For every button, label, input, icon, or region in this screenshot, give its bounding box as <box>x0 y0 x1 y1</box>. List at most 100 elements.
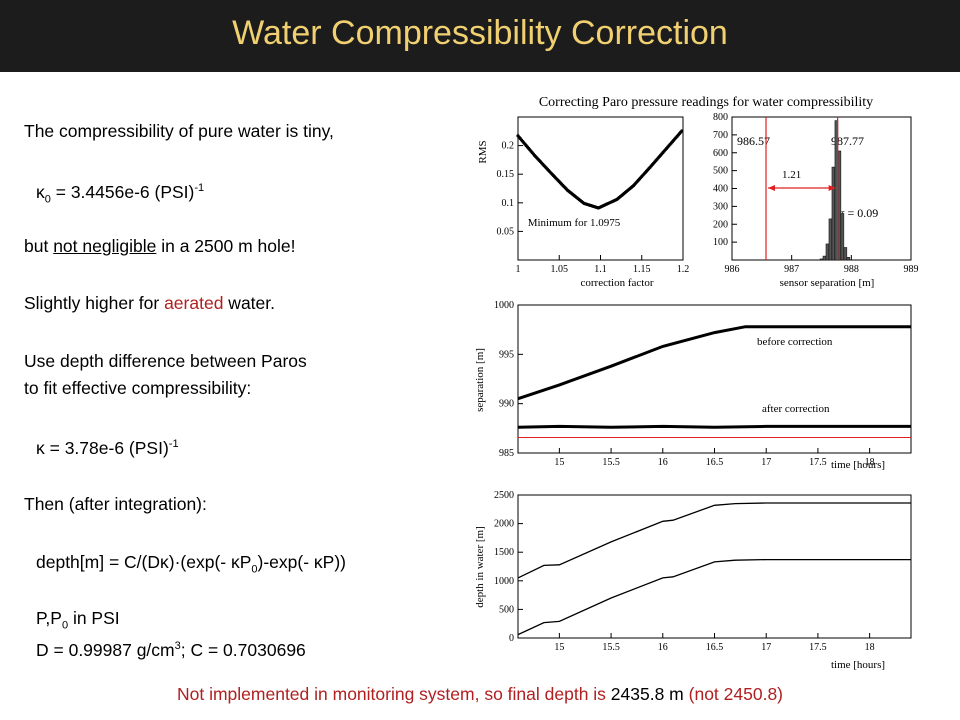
chart4-series-lower <box>517 558 911 636</box>
chart1-point <box>680 129 684 133</box>
chart2-xtick-label: 986 <box>725 264 740 275</box>
chart4-ytick-label: 1000 <box>494 576 514 587</box>
l10-sub: 0 <box>61 619 69 632</box>
formula-sub: 0 <box>251 563 258 576</box>
l3-underlined: not negligible <box>53 236 157 256</box>
kappa-value: κ = 3.78e-6 (PSI) <box>36 437 169 458</box>
chart2-bar <box>843 247 848 261</box>
chart3-xtick-label: 17.5 <box>809 457 827 468</box>
chart2-ytick-label: 300 <box>713 201 728 212</box>
chart4-xtick-label: 17.5 <box>809 642 827 653</box>
chart4-xtick-label: 16.5 <box>706 642 724 653</box>
chart2-bar <box>822 255 827 261</box>
text-line-11: D = 0.99987 g/cm3; C = 0.7030696 <box>36 636 306 660</box>
chart3-xtick-label: 17 <box>761 457 771 468</box>
chart3-series-after <box>517 424 911 429</box>
chart2-bar <box>837 150 842 261</box>
text-line-4: Slightly higher for aerated water. <box>24 293 275 313</box>
text-line-5: Use depth difference between Paros <box>24 351 307 371</box>
chart4-xtick-label: 15.5 <box>602 642 620 653</box>
chart4-frame <box>517 494 912 639</box>
chart2-xlabel: sensor separation [m] <box>780 277 875 289</box>
chart2-ytick-label: 700 <box>713 130 728 141</box>
text-line-6: to fit effective compressibility: <box>24 378 252 398</box>
kappa0-symbol: κ <box>36 181 45 202</box>
chart2-bar <box>846 257 851 261</box>
text-line-8: Then (after integration): <box>24 494 207 514</box>
chart4-ylabel: depth in water [m] <box>474 526 486 608</box>
footer-a: Not implemented in monitoring system, so… <box>176 684 611 704</box>
chart2-bar <box>825 243 830 261</box>
chart2-bar <box>831 166 836 261</box>
text-line-kappa: κ = 3.78e-6 (PSI)-1 <box>36 434 179 458</box>
chart4-ytick-label: 2000 <box>494 519 514 530</box>
chart3-ytick-label: 985 <box>499 448 514 459</box>
chart4-xtick-label: 16 <box>658 642 668 653</box>
chart3-xtick-label: 15 <box>554 457 564 468</box>
chart3-xlabel: time [hours] <box>831 459 885 471</box>
text-line-formula: depth[m] = C/(Dκ)·(exp(- κP0)-exp(- κP)) <box>36 552 346 580</box>
chart3-xtick-label: 16 <box>658 457 668 468</box>
chart4-ytick-label: 2500 <box>494 490 514 501</box>
chart1-frame <box>517 116 684 261</box>
chart4-ytick-label: 0 <box>509 633 514 644</box>
chart2-ytick-label: 800 <box>713 112 728 123</box>
chart1-xlabel: correction factor <box>581 277 654 289</box>
chart2-bar <box>828 218 833 261</box>
chart1-ytick-label: 0.05 <box>497 226 515 237</box>
chart3-series-label-1: before correction <box>757 336 833 348</box>
chart2-arrowhead-right <box>828 185 836 191</box>
chart2-bar <box>840 213 845 261</box>
chart2-xtick-label: 988 <box>844 264 859 275</box>
chart3-series-before <box>517 325 911 401</box>
footer-b: 2435.8 m <box>610 684 684 704</box>
text-line-3: but not negligible in a 2500 m hole! <box>24 236 295 256</box>
kappa0-sub: 0 <box>44 193 51 206</box>
chart1-ylabel: RMS <box>477 140 489 163</box>
chart2-ytick-label: 400 <box>713 184 728 195</box>
chart3-xtick-label: 16.5 <box>706 457 724 468</box>
kappa0-sup: -1 <box>194 182 205 194</box>
title-bar <box>0 0 960 72</box>
l10-b: in PSI <box>68 608 120 628</box>
chart4-xlabel: time [hours] <box>831 659 885 671</box>
chart1-ytick-label: 0.1 <box>502 198 515 209</box>
chart-title: Correcting Paro pressure readings for wa… <box>539 95 873 110</box>
chart1-ytick-label: 0.2 <box>502 141 515 152</box>
text-line-1: The compressibility of pure water is tin… <box>24 121 334 141</box>
text-line-kappa0: κ0 = 3.4456e-6 (PSI)-1 <box>36 178 204 209</box>
chart2-annotation-3: 1.21 <box>782 169 801 181</box>
l10-a: P,P <box>36 608 62 628</box>
l4-b: water. <box>223 293 275 313</box>
chart2-ytick-label: 500 <box>713 166 728 177</box>
chart1-xtick-label: 1.15 <box>633 264 651 275</box>
l11-a: D = 0.99987 g/cm <box>36 639 175 660</box>
l4-red: aerated <box>164 293 224 313</box>
l11-sup: 3 <box>174 640 181 652</box>
chart2-xtick-label: 987 <box>784 264 799 275</box>
formula-b: )-exp(- κP)) <box>257 552 346 572</box>
chart4-xtick-label: 15 <box>554 642 564 653</box>
chart1-xtick-label: 1.05 <box>551 264 569 275</box>
chart4-ytick-label: 500 <box>499 604 514 615</box>
chart3-ytick-label: 995 <box>499 349 514 360</box>
chart4-xtick-label: 17 <box>761 642 771 653</box>
chart2-ytick-label: 600 <box>713 148 728 159</box>
chart2-ytick-label: 200 <box>713 219 728 230</box>
kappa0-value: = 3.4456e-6 (PSI) <box>50 181 195 202</box>
chart2-arrowhead-left <box>768 185 776 191</box>
footer-note: Not implemented in monitoring system, so… <box>0 684 960 705</box>
l3-b: in a 2500 m hole! <box>156 236 296 256</box>
l4-a: Slightly higher for <box>24 293 165 313</box>
chart3-series-label-2: after correction <box>762 403 830 415</box>
chart4-ytick-label: 1500 <box>494 547 514 558</box>
l11-b: ; C = 0.7030696 <box>180 639 306 660</box>
chart3-xtick-label: 15.5 <box>602 457 620 468</box>
chart1-xtick-label: 1.2 <box>677 264 690 275</box>
chart2-ytick-label: 100 <box>713 237 728 248</box>
chart2-xtick-label: 989 <box>904 264 919 275</box>
l3-a: but <box>24 236 54 256</box>
chart3-xtick-label: 18 <box>865 457 875 468</box>
text-line-10: P,P0 in PSI <box>36 608 120 636</box>
